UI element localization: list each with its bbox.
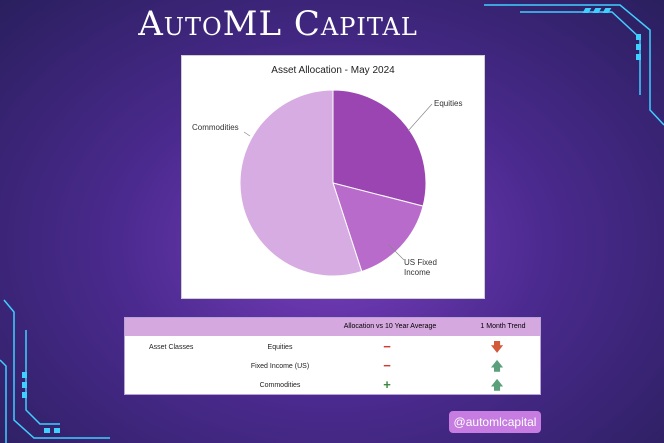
asset-name: Equities bbox=[267, 344, 293, 351]
header-allocation: Allocation vs 10 Year Average bbox=[343, 323, 437, 330]
pie-chart-card: Asset Allocation - May 2024 Equities US Fi… bbox=[181, 55, 485, 299]
trend-up-arrow-icon: 🡅 bbox=[490, 378, 504, 392]
slice-label: US Fixed Income bbox=[404, 258, 437, 277]
trend-down-arrow-icon: 🡇 bbox=[490, 340, 504, 354]
table-row: Commodities + 🡅 bbox=[125, 377, 540, 395]
leader-line bbox=[243, 131, 251, 137]
slice-label: Commodities bbox=[192, 123, 239, 132]
leader-line bbox=[387, 243, 405, 261]
slice-label: Equities bbox=[434, 99, 462, 108]
social-handle-badge[interactable]: @automlcapital bbox=[449, 411, 541, 433]
pie-chart: Asset Allocation - May 2024 Equities US Fi… bbox=[192, 65, 462, 277]
allocation-minus-icon: − bbox=[383, 339, 391, 354]
header-trend: 1 Month Trend bbox=[480, 323, 526, 330]
asset-name: Fixed Income (US) bbox=[250, 363, 310, 370]
trend-up-arrow-icon: 🡅 bbox=[490, 359, 504, 373]
table-row: Fixed Income (US) − 🡅 bbox=[125, 358, 540, 376]
pie-slice-us-fixed-income bbox=[332, 182, 424, 273]
asset-name: Commodities bbox=[259, 382, 301, 389]
leader-line bbox=[407, 103, 433, 132]
allocation-table: Allocation vs 10 Year Average 1 Month Tr… bbox=[124, 317, 541, 395]
chart-title: Asset Allocation - May 2024 bbox=[271, 65, 395, 76]
allocation-minus-icon: − bbox=[383, 358, 391, 373]
pie-slice-commodities bbox=[239, 89, 363, 277]
group-label: Asset Classes bbox=[149, 344, 194, 351]
brand-title: AutoML Capital bbox=[138, 4, 418, 44]
allocation-plus-icon: + bbox=[383, 377, 391, 392]
table-header bbox=[125, 318, 540, 336]
pie-slice-equities bbox=[332, 89, 427, 207]
table-row: Asset Classes Equities − 🡇 bbox=[125, 339, 540, 357]
